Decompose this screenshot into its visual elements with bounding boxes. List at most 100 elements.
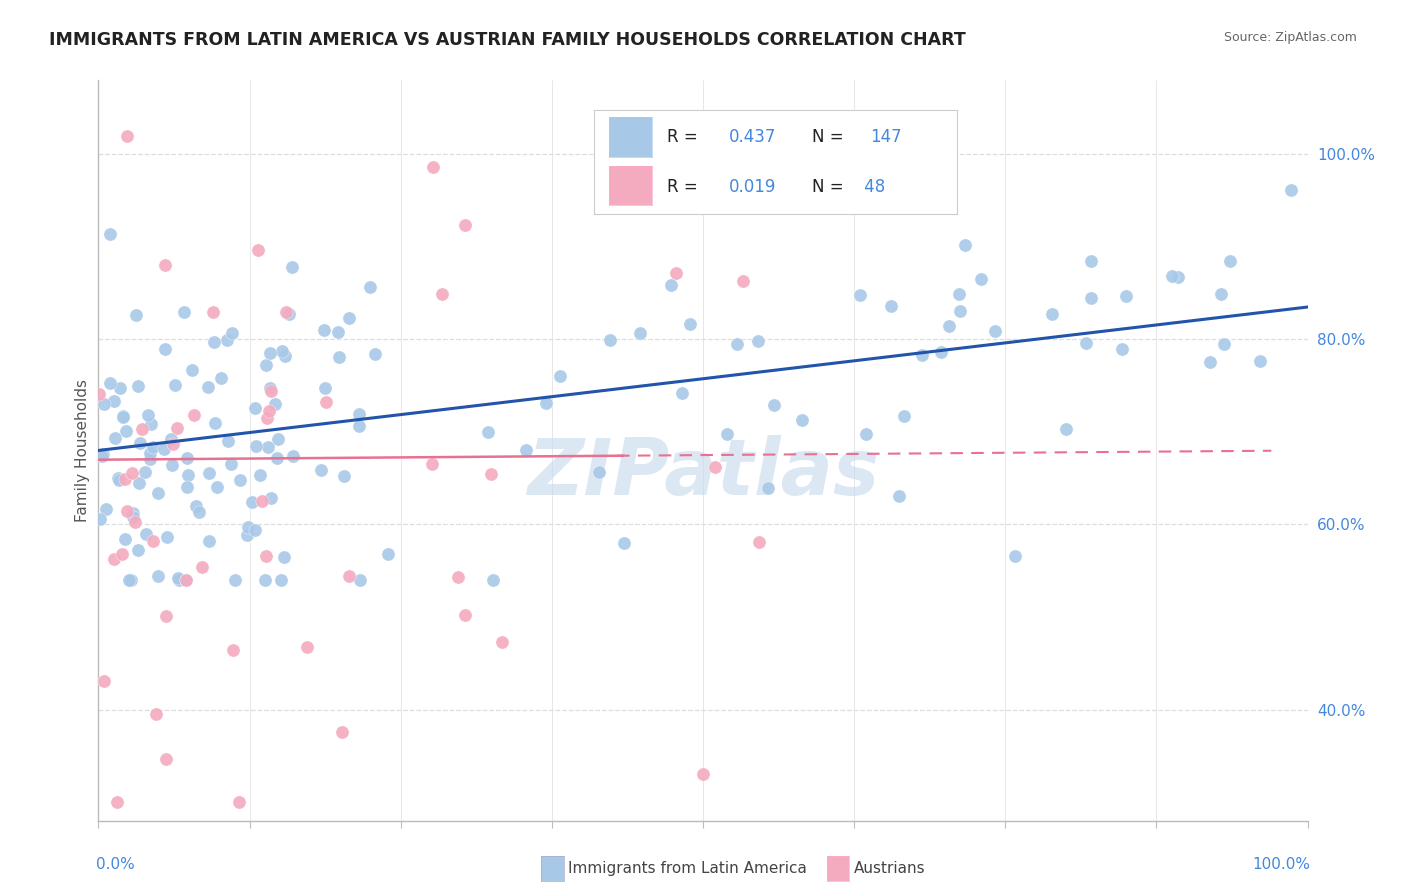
Point (160, 458, 183, 472)
Point (176, 450, 198, 465)
Point (100, 376, 122, 391)
Point (599, 333, 621, 347)
Point (162, 437, 184, 451)
Point (613, 536, 636, 550)
Point (259, 491, 281, 505)
Point (260, 384, 283, 398)
Point (245, 439, 267, 453)
Point (254, 573, 277, 587)
Point (887, 489, 910, 503)
Point (314, 323, 336, 337)
Point (174, 573, 197, 587)
Point (377, 547, 399, 561)
Point (281, 449, 304, 463)
Point (173, 305, 195, 319)
Point (221, 326, 243, 340)
Point (929, 345, 952, 359)
Point (588, 465, 610, 479)
Point (91, 447, 114, 461)
Point (256, 411, 278, 425)
Point (236, 528, 259, 542)
Point (180, 362, 202, 376)
Point (174, 573, 197, 587)
Point (247, 243, 270, 257)
Point (453, 218, 475, 232)
Point (984, 324, 1007, 338)
Point (432, 286, 454, 301)
Point (1004, 549, 1026, 564)
Point (228, 795, 250, 809)
Point (266, 450, 288, 465)
Point (114, 425, 136, 439)
Point (949, 304, 972, 318)
Point (120, 573, 142, 587)
Point (136, 409, 159, 423)
Point (893, 409, 915, 423)
Point (166, 421, 188, 435)
Point (349, 418, 371, 433)
Point (970, 272, 993, 286)
Point (176, 480, 198, 494)
Point (315, 395, 337, 409)
Point (146, 569, 169, 583)
Point (671, 385, 693, 400)
Point (1167, 270, 1189, 285)
Point (128, 476, 150, 491)
Point (277, 308, 299, 322)
Point (108, 474, 131, 488)
Point (446, 570, 468, 584)
Point (153, 442, 176, 456)
Point (219, 457, 242, 471)
Point (107, 471, 129, 485)
Point (209, 371, 232, 385)
Point (217, 333, 239, 347)
Point (259, 404, 281, 418)
Point (337, 569, 360, 583)
Point (236, 520, 259, 534)
Point (121, 466, 143, 480)
Point (855, 427, 877, 442)
Point (704, 460, 727, 475)
Point (953, 238, 976, 252)
Point (1209, 286, 1232, 301)
Point (139, 452, 162, 467)
Point (243, 401, 266, 416)
Point (167, 571, 190, 585)
Point (454, 608, 477, 623)
Point (364, 347, 387, 361)
Point (167, 573, 190, 587)
Point (1249, 354, 1271, 368)
Point (849, 288, 872, 302)
Point (198, 466, 221, 480)
Point (477, 425, 499, 440)
Point (762, 398, 785, 412)
Point (270, 573, 292, 587)
Point (188, 505, 211, 519)
Point (155, 752, 177, 766)
Text: Source: ZipAtlas.com: Source: ZipAtlas.com (1223, 31, 1357, 45)
Point (1111, 342, 1133, 356)
Point (197, 533, 219, 548)
Text: Austrians: Austrians (853, 862, 925, 876)
Point (1080, 291, 1102, 305)
Point (100, 227, 122, 241)
Point (96, 502, 118, 516)
Point (114, 473, 136, 487)
Point (536, 396, 558, 410)
Point (127, 378, 149, 392)
Point (115, 128, 138, 143)
Point (1054, 422, 1077, 436)
Point (142, 440, 165, 454)
Point (349, 573, 371, 587)
Point (716, 427, 738, 442)
Point (114, 533, 136, 547)
Point (177, 467, 200, 482)
Point (245, 524, 267, 538)
Point (1161, 269, 1184, 284)
Point (1080, 253, 1102, 268)
Point (1279, 184, 1302, 198)
Point (1212, 337, 1234, 351)
Point (515, 442, 537, 457)
Point (274, 349, 297, 363)
Point (359, 280, 381, 294)
